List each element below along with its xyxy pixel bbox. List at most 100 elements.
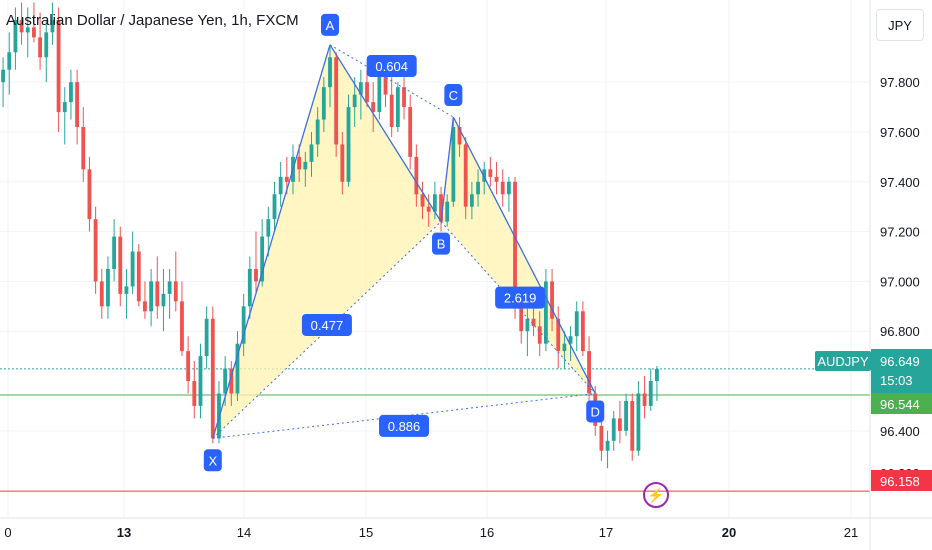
candle-down: [556, 306, 561, 369]
candle-up: [624, 393, 628, 436]
harmonic-pattern-labels: X A B C D 0.477 0.604 2.619 0.886: [203, 13, 605, 472]
candle-down: [389, 77, 394, 137]
candle-up: [395, 82, 400, 132]
candle-up: [543, 268, 548, 352]
price-axis[interactable]: 97.800 97.600 97.400 97.200 97.000 96.800 96.4…: [880, 75, 920, 439]
time-axis[interactable]: 0 13 14 15 16 17 20 21: [4, 525, 858, 540]
candle-down: [38, 12, 43, 70]
green-level-tag: 96.544: [871, 393, 932, 414]
candle-down: [402, 77, 406, 120]
candle-up: [13, 7, 18, 70]
candle-down: [617, 400, 622, 444]
candle-up: [106, 256, 110, 319]
candle-up: [346, 94, 351, 187]
time-tick: 21: [844, 525, 858, 540]
pattern-ratio-line-XD: [212, 392, 596, 439]
candle-up: [476, 169, 480, 207]
candle-down: [408, 94, 413, 170]
price-tick: 97.000: [880, 274, 920, 289]
candle-up: [272, 181, 277, 232]
candle-down: [439, 186, 443, 232]
candle-down: [550, 268, 554, 332]
pattern-triangle-xab: [212, 44, 442, 439]
candle-down: [642, 376, 647, 419]
candle-down: [488, 156, 493, 187]
price-levels: [0, 368, 870, 492]
time-tick: 14: [237, 525, 251, 540]
red-level-tag: 96.158: [871, 470, 932, 491]
candle-up: [62, 87, 67, 145]
candle-down: [99, 268, 104, 319]
candle-down: [192, 361, 197, 419]
candle-down: [210, 306, 215, 444]
time-tick: 0: [4, 525, 11, 540]
candle-up: [562, 331, 567, 369]
candle-up: [247, 256, 252, 319]
pattern-point-b[interactable]: B: [432, 232, 451, 255]
candle-up: [161, 268, 166, 332]
time-tick: 13: [117, 525, 131, 540]
candle-up: [241, 293, 246, 357]
candle-up: [525, 306, 530, 357]
candle-down: [155, 256, 160, 319]
symbol-name: AUDJPY: [817, 354, 869, 369]
candle-up: [568, 326, 573, 362]
ratio-bcd[interactable]: 2.619: [495, 286, 546, 309]
grid: [0, 0, 870, 518]
candle-down: [173, 251, 178, 312]
ratio-xab[interactable]: 0.477: [301, 313, 352, 336]
svg-text:D: D: [591, 404, 600, 419]
candle-up: [235, 331, 240, 401]
candle-up: [451, 117, 456, 207]
candle-up: [25, 7, 30, 58]
candle-down: [229, 361, 234, 406]
candle-up: [321, 77, 326, 132]
svg-text:X: X: [208, 453, 217, 468]
candle-up: [266, 206, 271, 257]
bar-countdown: 15:03: [880, 373, 913, 388]
candle-down: [297, 144, 302, 182]
candle-down: [630, 393, 635, 461]
candle-up: [605, 430, 610, 469]
lightning-icon[interactable]: ⚡: [643, 482, 669, 508]
candle-up: [1, 57, 5, 108]
candle-up: [352, 77, 357, 128]
time-tick: 20: [722, 525, 736, 540]
candle-down: [463, 136, 468, 220]
pattern-point-x[interactable]: X: [203, 449, 222, 472]
time-tick: 17: [599, 525, 613, 540]
candle-up: [636, 381, 641, 456]
candle-up: [7, 32, 12, 95]
candle-up: [149, 268, 154, 327]
price-tick: 96.800: [880, 324, 920, 339]
price-tick: 97.200: [880, 225, 920, 240]
candle-down: [118, 226, 123, 307]
candle-down: [580, 301, 585, 357]
candle-up: [506, 176, 511, 212]
candle-down: [420, 181, 425, 220]
ratio-xad[interactable]: 0.886: [379, 414, 430, 437]
pattern-ratio-line-AC: [329, 44, 454, 118]
candle-down: [136, 244, 141, 307]
candle-down: [500, 169, 505, 207]
svg-text:2.619: 2.619: [504, 291, 537, 306]
price-tick: 97.400: [880, 175, 920, 190]
candle-up: [198, 343, 203, 419]
candle-down: [371, 82, 376, 132]
svg-text:0.604: 0.604: [375, 59, 408, 74]
candle-down: [93, 206, 98, 294]
pattern-point-a[interactable]: A: [321, 13, 339, 36]
candle-down: [19, 2, 24, 45]
chart-title: Australian Dollar / Japanese Yen, 1h, FX…: [6, 12, 299, 29]
candle-down: [186, 336, 191, 394]
candle-up: [655, 366, 659, 401]
pattern-point-d[interactable]: D: [586, 400, 605, 423]
pattern-point-c[interactable]: C: [444, 84, 463, 107]
currency-button[interactable]: JPY: [876, 9, 924, 41]
candle-down: [81, 107, 86, 182]
candle-up: [204, 306, 209, 369]
ratio-abc[interactable]: 0.604: [366, 54, 417, 77]
price-tick: 97.800: [880, 75, 920, 90]
time-tick: 15: [359, 525, 373, 540]
